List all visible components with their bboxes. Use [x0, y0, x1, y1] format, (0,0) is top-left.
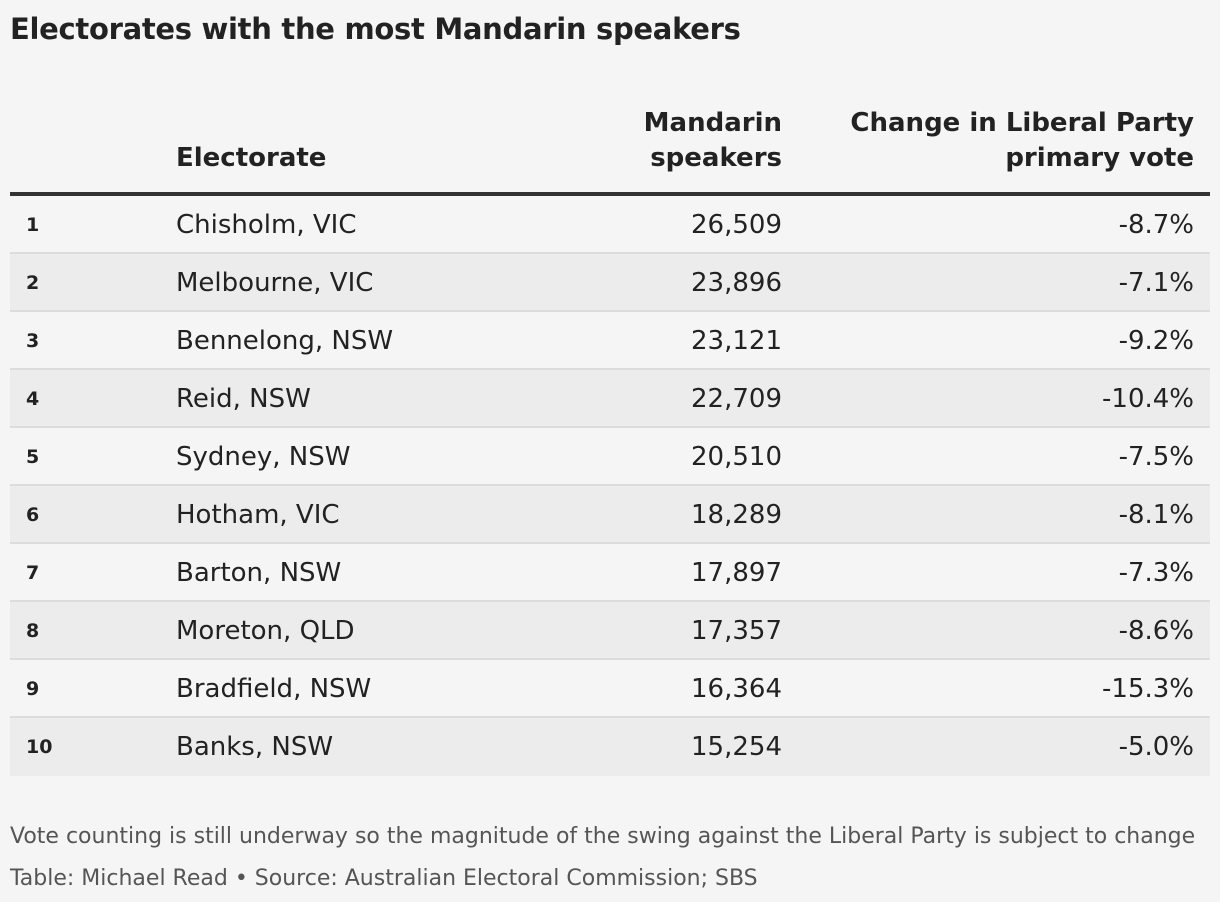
data-table: Electorate Mandarin speakers Change in L… [10, 104, 1210, 776]
electorate-cell: Hotham, VIC [176, 500, 340, 530]
table-row: 10 Banks, NSW 15,254 -5.0% [10, 718, 1210, 776]
rank-cell: 9 [26, 678, 40, 700]
table-row: 3 Bennelong, NSW 23,121 -9.2% [10, 312, 1210, 370]
table-header: Electorate Mandarin speakers Change in L… [10, 104, 1210, 196]
speakers-cell: 17,897 [691, 558, 782, 588]
change-cell: -7.1% [1118, 268, 1194, 298]
footer-credit: Table: Michael Read • Source: Australian… [10, 866, 758, 891]
table-row: 1 Chisholm, VIC 26,509 -8.7% [10, 196, 1210, 254]
speakers-cell: 18,289 [691, 500, 782, 530]
header-speakers-line1: Mandarin [643, 108, 782, 138]
speakers-cell: 23,896 [691, 268, 782, 298]
header-mandarin-speakers: Mandarin speakers [644, 106, 782, 176]
speakers-cell: 17,357 [691, 616, 782, 646]
electorate-cell: Reid, NSW [176, 384, 311, 414]
rank-cell: 7 [26, 562, 40, 584]
electorate-cell: Sydney, NSW [176, 442, 351, 472]
table-row: 6 Hotham, VIC 18,289 -8.1% [10, 486, 1210, 544]
change-cell: -8.1% [1118, 500, 1194, 530]
change-cell: -10.4% [1102, 384, 1194, 414]
rank-cell: 10 [26, 736, 53, 758]
rank-cell: 3 [26, 330, 40, 352]
electorate-cell: Banks, NSW [176, 732, 334, 762]
header-change-line1: Change in Liberal Party [850, 108, 1194, 138]
rank-cell: 4 [26, 388, 40, 410]
header-liberal-change: Change in Liberal Party primary vote [850, 106, 1194, 176]
electorate-cell: Melbourne, VIC [176, 268, 374, 298]
speakers-cell: 16,364 [691, 674, 782, 704]
change-cell: -15.3% [1102, 674, 1194, 704]
change-cell: -8.7% [1118, 210, 1194, 240]
electorate-cell: Bennelong, NSW [176, 326, 394, 356]
rank-cell: 6 [26, 504, 40, 526]
change-cell: -8.6% [1118, 616, 1194, 646]
table-row: 4 Reid, NSW 22,709 -10.4% [10, 370, 1210, 428]
speakers-cell: 26,509 [691, 210, 782, 240]
footer: Vote counting is still underway so the m… [10, 816, 1195, 900]
chart-title: Electorates with the most Mandarin speak… [10, 12, 741, 46]
change-cell: -7.3% [1118, 558, 1194, 588]
speakers-cell: 20,510 [691, 442, 782, 472]
table-row: 2 Melbourne, VIC 23,896 -7.1% [10, 254, 1210, 312]
rank-cell: 5 [26, 446, 40, 468]
table-row: 5 Sydney, NSW 20,510 -7.5% [10, 428, 1210, 486]
table-body: 1 Chisholm, VIC 26,509 -8.7% 2 Melbourne, VIC… [10, 196, 1210, 776]
table-row: 7 Barton, NSW 17,897 -7.3% [10, 544, 1210, 602]
speakers-cell: 23,121 [691, 326, 782, 356]
speakers-cell: 22,709 [691, 384, 782, 414]
rank-cell: 8 [26, 620, 40, 642]
header-electorate: Electorate [176, 141, 326, 176]
change-cell: -7.5% [1118, 442, 1194, 472]
rank-cell: 1 [26, 214, 40, 236]
speakers-cell: 15,254 [691, 732, 782, 762]
change-cell: -5.0% [1118, 732, 1194, 762]
change-cell: -9.2% [1118, 326, 1194, 356]
table-row: 9 Bradfield, NSW 16,364 -15.3% [10, 660, 1210, 718]
header-speakers-line2: speakers [650, 143, 782, 173]
electorate-cell: Chisholm, VIC [176, 210, 357, 240]
header-electorate-label: Electorate [176, 143, 327, 173]
electorate-cell: Bradfield, NSW [176, 674, 372, 704]
electorate-cell: Moreton, QLD [176, 616, 355, 646]
footer-note: Vote counting is still underway so the m… [10, 824, 1196, 849]
header-change-line2: primary vote [1005, 143, 1194, 173]
electorate-cell: Barton, NSW [176, 558, 342, 588]
table-row: 8 Moreton, QLD 17,357 -8.6% [10, 602, 1210, 660]
rank-cell: 2 [26, 272, 40, 294]
